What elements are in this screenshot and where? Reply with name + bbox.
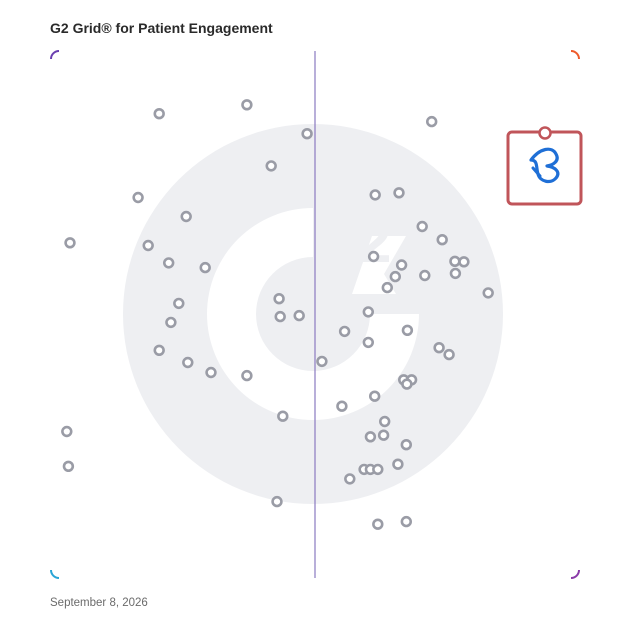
scatter-point[interactable] [381, 281, 393, 294]
scatter-point[interactable] [389, 270, 401, 283]
scatter-point[interactable] [163, 257, 175, 269]
scatter-point[interactable] [362, 306, 374, 318]
scatter-point[interactable] [301, 128, 313, 140]
scatter-point[interactable] [401, 378, 413, 390]
scatter-point[interactable] [180, 210, 192, 223]
scatter-point[interactable] [364, 431, 377, 443]
scatter-point[interactable] [142, 239, 154, 252]
scatter-point[interactable] [379, 415, 391, 428]
scatter-point[interactable] [241, 99, 253, 111]
scatter-point[interactable] [338, 325, 351, 338]
scatter-point[interactable] [241, 369, 253, 382]
scatter-point[interactable] [132, 191, 144, 204]
scatter-point[interactable] [449, 255, 461, 267]
product-logo-icon [529, 147, 560, 184]
scatter-point[interactable] [372, 463, 384, 476]
highlight-pin [538, 126, 552, 140]
scatter-point[interactable] [436, 234, 448, 246]
scatter-point[interactable] [400, 439, 412, 451]
scatter-point[interactable] [458, 256, 470, 268]
scatter-point[interactable] [62, 460, 75, 472]
g2-watermark-icon: 2 [123, 124, 503, 504]
scatter-point[interactable] [336, 400, 348, 412]
scatter-point[interactable] [372, 518, 384, 530]
scatter-point[interactable] [165, 316, 177, 329]
scatter-point[interactable] [419, 269, 431, 282]
scatter-point[interactable] [393, 187, 405, 199]
scatter-point[interactable] [273, 293, 285, 305]
scatter-point[interactable] [395, 259, 408, 271]
scatter-point[interactable] [274, 310, 286, 323]
report-date: September 8, 2026 [50, 597, 148, 609]
chart-title: G2 Grid® for Patient Engagement [50, 20, 273, 36]
scatter-point[interactable] [153, 344, 165, 356]
scatter-point[interactable] [369, 390, 381, 402]
scatter-point[interactable] [205, 366, 217, 379]
scatter-point[interactable] [433, 342, 445, 354]
scatter-point[interactable] [416, 220, 428, 233]
scatter-point[interactable] [362, 336, 374, 349]
scatter-point[interactable] [271, 495, 283, 508]
scatter-point[interactable] [482, 287, 494, 299]
scatter-point[interactable] [377, 429, 390, 441]
scatter-point[interactable] [182, 356, 194, 369]
scatter-point[interactable] [426, 115, 438, 128]
scatter-point[interactable] [392, 458, 404, 470]
scatter-point[interactable] [443, 348, 455, 361]
scatter-point[interactable] [64, 237, 76, 249]
scatter-point[interactable] [369, 189, 381, 201]
scatter-point[interactable] [293, 309, 305, 322]
highlighted-product[interactable] [506, 126, 583, 206]
scatter-point[interactable] [449, 267, 462, 280]
scatter-point[interactable] [265, 160, 277, 172]
scatter-point[interactable] [199, 261, 211, 274]
scatter-point[interactable] [367, 250, 380, 263]
scatter-points [61, 99, 494, 530]
scatter-point[interactable] [316, 355, 328, 368]
scatter-point[interactable] [153, 107, 165, 120]
scatter-point[interactable] [344, 473, 356, 485]
svg-text:2: 2 [358, 208, 391, 275]
scatter-point[interactable] [277, 410, 289, 422]
scatter-point[interactable] [400, 515, 412, 528]
scatter-point[interactable] [61, 425, 73, 438]
scatter-point[interactable] [173, 297, 185, 310]
scatter-point[interactable] [401, 324, 414, 336]
